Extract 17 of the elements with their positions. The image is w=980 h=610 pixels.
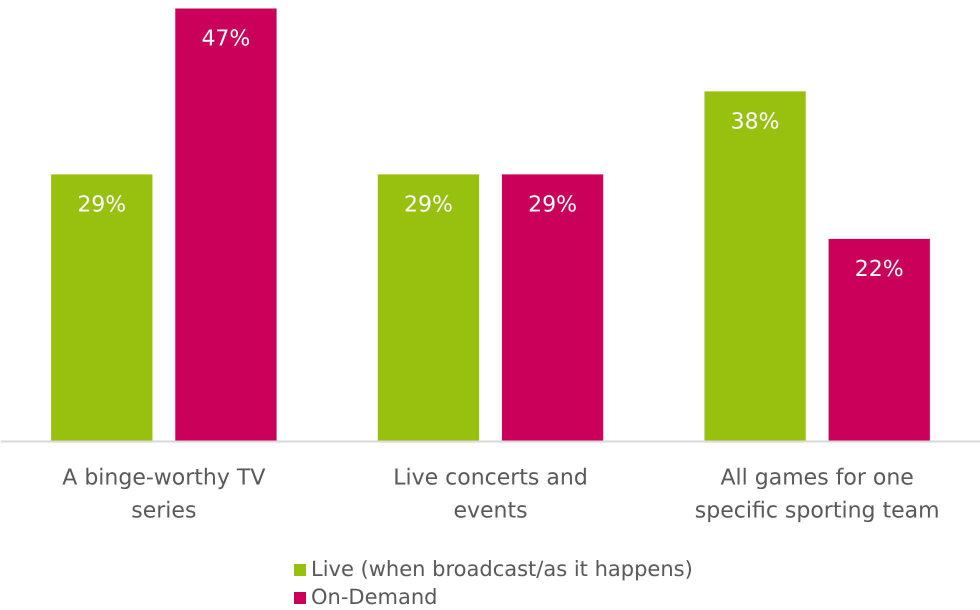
data-label: 38% — [730, 109, 780, 134]
data-label: 22% — [854, 256, 904, 282]
bar — [378, 174, 480, 442]
data-label: 29% — [77, 192, 126, 218]
x-tick-label: A binge-worthy TV series — [62, 466, 266, 524]
data-label: 29% — [528, 192, 578, 218]
data-label: 47% — [201, 26, 250, 52]
bar — [51, 174, 152, 442]
bar — [175, 8, 277, 442]
x-tick-label: All games for one specific sporting team — [694, 466, 940, 524]
legend-label: Live (when broadcast/as it happens) — [311, 556, 693, 582]
x-tick-label: Live concerts and events — [393, 466, 588, 524]
data-label: 29% — [404, 192, 453, 218]
legend-label: On-Demand — [311, 584, 438, 610]
bar — [502, 174, 604, 442]
bar — [704, 91, 806, 442]
bar — [828, 238, 930, 442]
